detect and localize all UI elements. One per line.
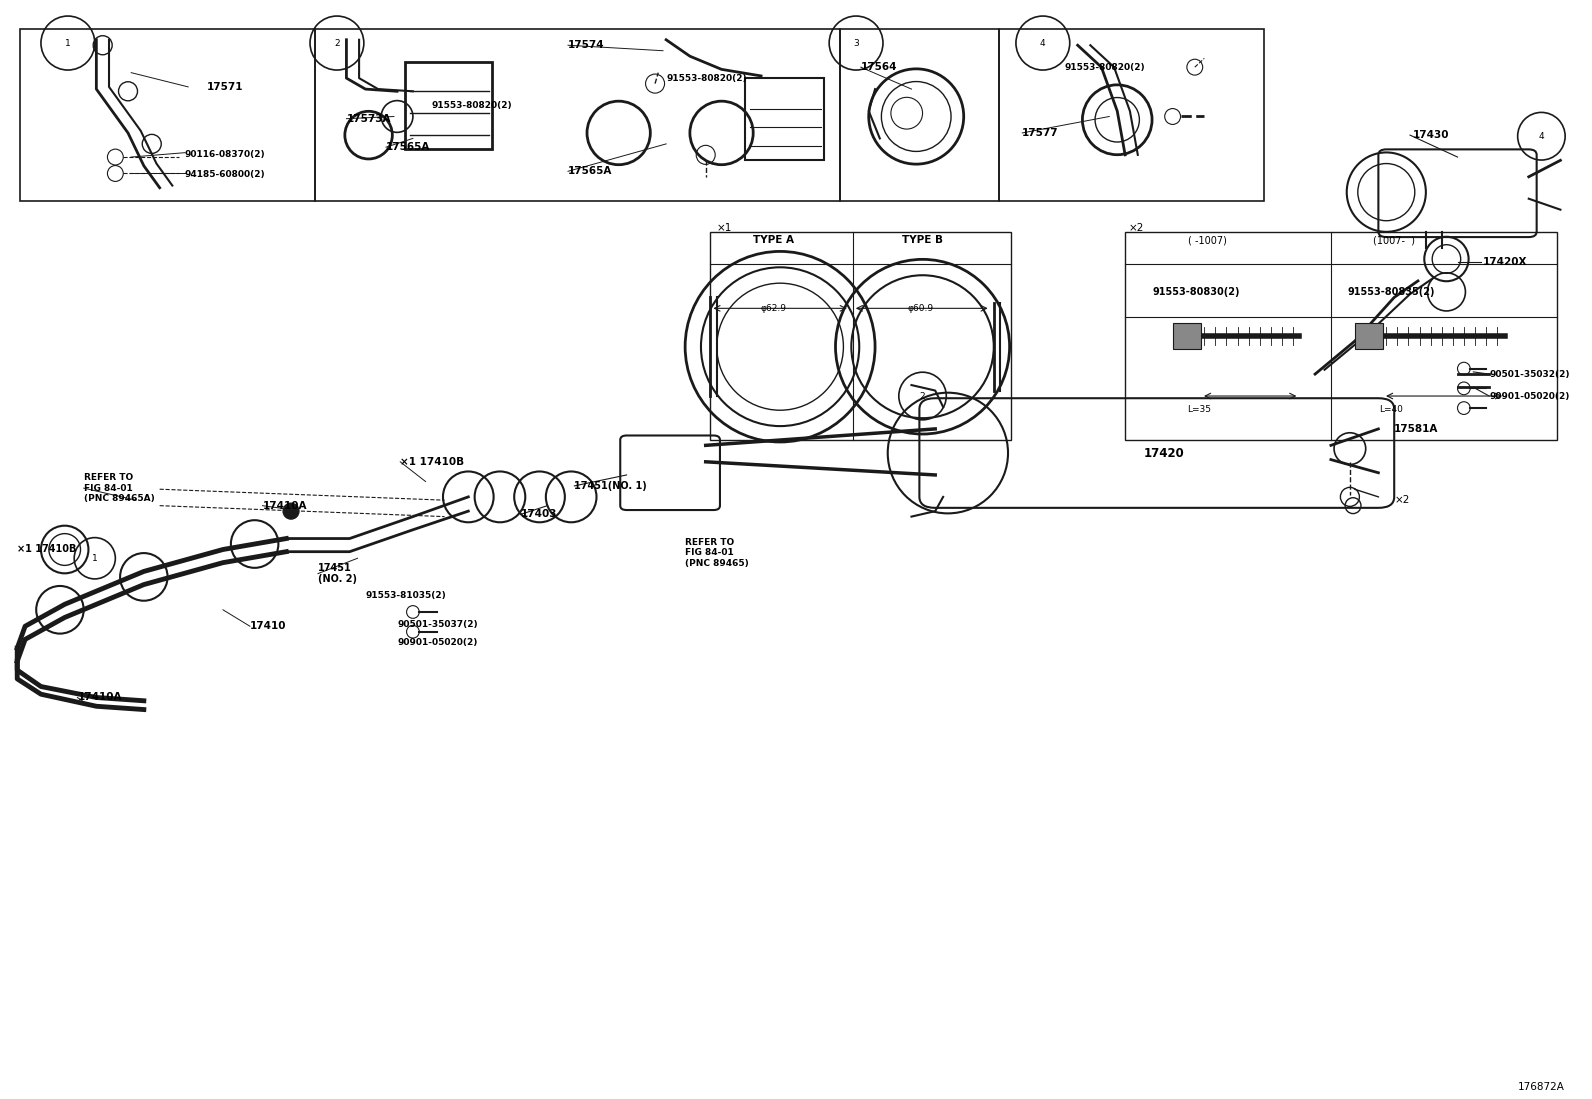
Text: 90116-08370(2): 90116-08370(2) — [185, 151, 266, 159]
Text: 176872A: 176872A — [1519, 1081, 1565, 1091]
Text: 91553-81035(2): 91553-81035(2) — [366, 591, 446, 600]
Text: 94185-60800(2): 94185-60800(2) — [185, 170, 266, 179]
Text: 17573A: 17573A — [347, 113, 392, 124]
Text: 17565A: 17565A — [568, 166, 613, 176]
Text: (1007-  ): (1007- ) — [1374, 235, 1415, 245]
Bar — [21, 29, 315, 201]
Text: 91553-80820(2): 91553-80820(2) — [1065, 63, 1146, 71]
Text: 17420: 17420 — [1145, 446, 1184, 459]
Text: 17410: 17410 — [250, 621, 287, 631]
Text: TYPE A: TYPE A — [753, 235, 794, 245]
Text: 17420X: 17420X — [1482, 257, 1527, 267]
Text: 91553-80820(2): 91553-80820(2) — [431, 101, 513, 110]
Text: ×1 17410B: ×1 17410B — [400, 457, 465, 467]
Text: REFER TO
FIG 84-01
(PNC 89465A): REFER TO FIG 84-01 (PNC 89465A) — [84, 474, 154, 503]
Text: 17451
(NO. 2): 17451 (NO. 2) — [318, 563, 357, 585]
Text: 90901-05020(2): 90901-05020(2) — [1489, 391, 1570, 400]
Text: 17410A: 17410A — [263, 501, 307, 511]
Text: ( -1007): ( -1007) — [1188, 235, 1227, 245]
Text: 91553-80830(2): 91553-80830(2) — [1153, 287, 1240, 297]
Bar — [1173, 323, 1200, 348]
Text: REFER TO
FIG 84-01
(PNC 89465): REFER TO FIG 84-01 (PNC 89465) — [685, 537, 748, 568]
Text: φ62.9: φ62.9 — [761, 303, 786, 313]
Text: ×1 17410B: ×1 17410B — [18, 544, 76, 555]
Text: 17410A: 17410A — [78, 692, 123, 702]
Text: 4: 4 — [1538, 132, 1544, 141]
Text: 17577: 17577 — [1022, 127, 1059, 138]
Text: 17403: 17403 — [521, 510, 557, 520]
Bar — [1355, 323, 1383, 348]
Text: 17451(NO. 1): 17451(NO. 1) — [575, 481, 646, 491]
Text: 2: 2 — [920, 391, 925, 400]
Text: 17564: 17564 — [861, 63, 898, 73]
Text: 91553-80835(2): 91553-80835(2) — [1347, 287, 1434, 297]
Text: 17581A: 17581A — [1395, 424, 1439, 434]
Text: 3: 3 — [853, 38, 860, 47]
Text: ×2: ×2 — [1129, 223, 1143, 233]
Text: 17565A: 17565A — [385, 142, 430, 152]
Bar — [710, 232, 1011, 440]
Text: 90501-35037(2): 90501-35037(2) — [396, 620, 478, 629]
Bar — [998, 29, 1264, 201]
Text: 4: 4 — [1040, 38, 1046, 47]
Ellipse shape — [283, 503, 299, 519]
Text: 17430: 17430 — [1414, 130, 1450, 141]
Text: L=35: L=35 — [1188, 404, 1212, 413]
Text: 1: 1 — [92, 554, 97, 563]
Text: TYPE B: TYPE B — [903, 235, 942, 245]
Text: 2: 2 — [334, 38, 339, 47]
Text: 1: 1 — [65, 38, 70, 47]
Text: 17574: 17574 — [568, 41, 605, 51]
Text: L=40: L=40 — [1379, 404, 1403, 413]
Text: 90901-05020(2): 90901-05020(2) — [396, 639, 478, 647]
Text: 17571: 17571 — [207, 82, 244, 92]
Text: 90501-35032(2): 90501-35032(2) — [1489, 369, 1570, 378]
Text: φ60.9: φ60.9 — [907, 303, 935, 313]
Bar — [745, 78, 825, 160]
Bar — [841, 29, 998, 201]
Bar — [1126, 232, 1557, 440]
Text: ×2: ×2 — [1395, 496, 1409, 506]
Text: 91553-80820(2): 91553-80820(2) — [665, 74, 747, 82]
Bar — [404, 62, 492, 149]
Text: ×1: ×1 — [716, 223, 732, 233]
Bar — [315, 29, 841, 201]
